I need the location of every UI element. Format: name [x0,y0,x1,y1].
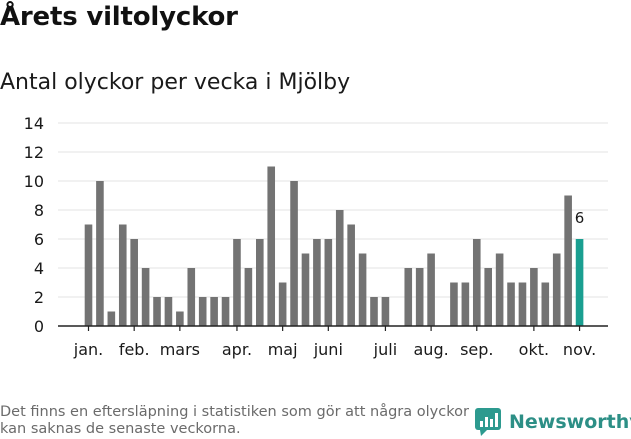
bar [130,239,138,326]
x-tick-label: aug. [414,340,449,359]
bar [118,224,127,326]
bar [484,268,492,326]
bar [198,297,207,326]
bar [427,253,435,326]
bar [564,195,572,326]
x-tick-label: mars [160,340,200,359]
grid-lines [58,122,608,298]
bar [313,239,321,326]
bar [552,253,561,326]
bar [107,311,116,326]
y-tick-label: 6 [34,230,44,249]
bar-chart: 0 2 4 6 8 10 12 14 jan. feb. mars apr. maj juni juli a… [24,114,608,359]
x-tick-label: juni [313,340,343,359]
bars [84,166,584,326]
x-tick-label: maj [268,340,298,359]
bar [141,268,150,326]
bar [233,239,241,326]
bar [518,282,527,326]
bar [96,181,104,326]
bar [472,239,481,326]
bar [381,297,390,326]
bar [290,181,298,326]
y-tick-label: 10 [24,172,44,191]
x-tick-label: sep. [460,340,493,359]
y-tick-label: 8 [34,201,44,220]
bar [530,268,538,326]
bar [221,297,230,326]
bar [187,268,196,326]
newsworthy-logo-icon [475,408,501,436]
x-tick-label: jan. [73,340,103,359]
x-tick-label: nov. [563,340,596,359]
bar [450,282,458,326]
bar [370,297,378,326]
chart-title: Årets viltolyckor [0,2,238,32]
y-tick-label: 0 [34,317,44,336]
y-tick-label: 4 [34,259,44,278]
bar [301,253,310,326]
brand-logo[interactable]: Newsworthy [475,408,631,436]
bar [541,282,550,326]
bar [164,297,173,326]
bar [495,253,504,326]
bar [507,282,515,326]
bar [404,268,413,326]
bar-highlight [575,239,584,326]
x-tick-label: feb. [119,340,150,359]
bar [210,297,218,326]
bar [335,210,344,326]
footnote: Det finns en eftersläpning i statistiken… [0,404,469,437]
data-labels: 6 [575,209,585,227]
y-axis-tick-labels: 0 2 4 6 8 10 12 14 [24,114,44,336]
y-tick-label: 2 [34,288,44,307]
bar [358,253,367,326]
brand-name: Newsworthy [509,411,631,433]
x-tick-label: apr. [222,340,252,359]
y-tick-label: 12 [24,143,44,162]
data-label-highlight: 6 [575,209,585,227]
x-axis-ticks: jan. feb. mars apr. maj juni juli aug. sep. okt. n… [73,326,596,359]
y-tick-label: 14 [24,114,44,133]
bar [256,239,264,326]
bar [415,268,424,326]
bar [176,311,184,326]
chart-subtitle: Antal olyckor per vecka i Mjölby [0,70,351,95]
bar [324,239,333,326]
bar [461,282,470,326]
bar [84,224,93,326]
bar [153,297,161,326]
bar [244,268,253,326]
bar [347,224,355,326]
bar [267,166,276,326]
x-tick-label: okt. [519,340,549,359]
bar [278,282,287,326]
x-tick-label: juli [373,340,397,359]
